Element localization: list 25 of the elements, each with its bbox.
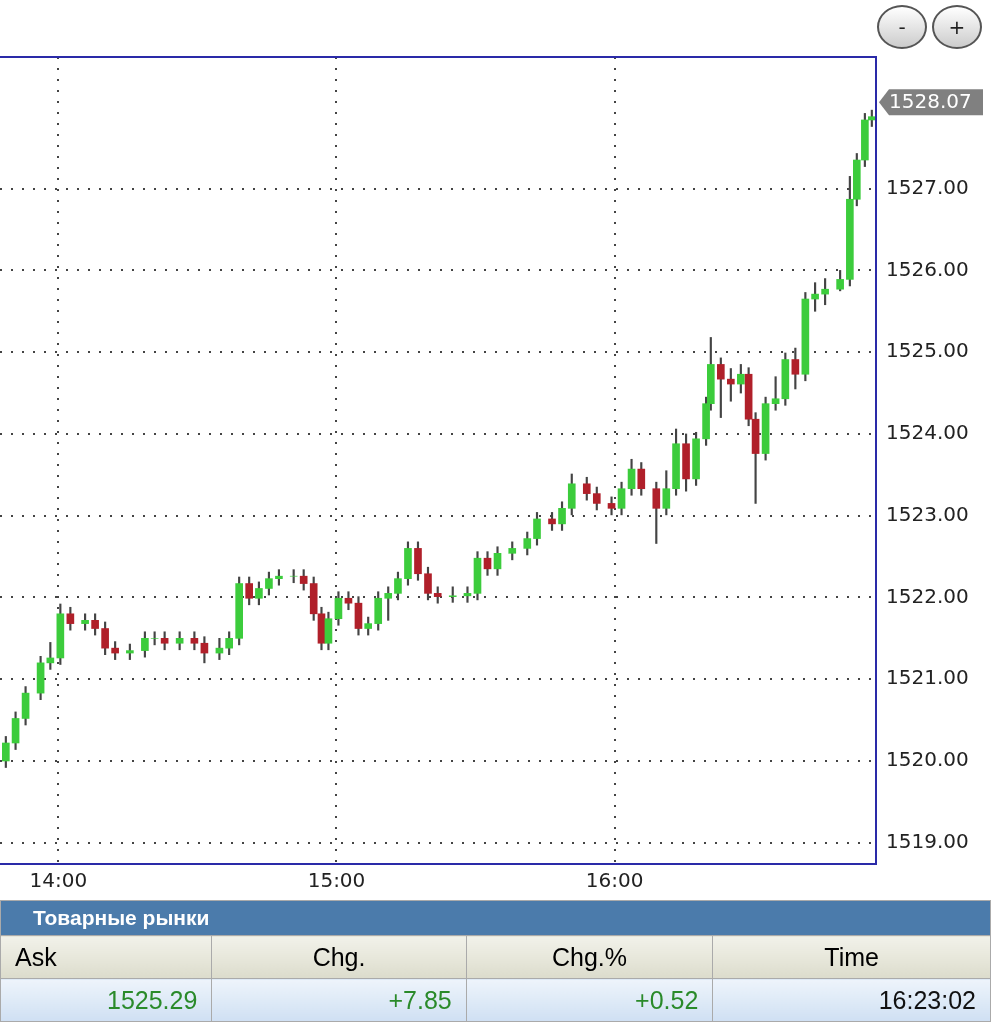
- x-tick-label: 15:00: [307, 868, 366, 893]
- y-tick-label: 1520.00: [886, 747, 969, 772]
- y-tick-label: 1522.00: [886, 583, 969, 608]
- text: Chg.%: [466, 935, 713, 979]
- text: +0.52: [466, 978, 713, 1022]
- y-tick-label: 1526.00: [886, 256, 969, 281]
- text: 16:23:02: [712, 978, 991, 1022]
- text: Товарные рынки: [0, 900, 991, 936]
- y-tick-label: 1523.00: [886, 501, 969, 526]
- text: 1528.07: [889, 89, 972, 114]
- text: 1525.29: [0, 978, 212, 1022]
- candlestick: [344, 591, 353, 611]
- x-tick-label: 14:00: [29, 868, 88, 893]
- text: Time: [712, 935, 991, 979]
- text: Chg.: [211, 935, 467, 979]
- y-tick-label: 1519.00: [886, 828, 969, 853]
- y-tick-label: 1521.00: [886, 665, 969, 690]
- text: Ask: [0, 935, 212, 979]
- y-tick-label: 1524.00: [886, 420, 969, 445]
- minus-button: -: [877, 5, 927, 49]
- text: +7.85: [211, 978, 467, 1022]
- plus-button: +: [932, 5, 982, 49]
- y-tick-label: 1525.00: [886, 338, 969, 363]
- y-tick-label: 1527.00: [886, 174, 969, 199]
- x-tick-label: 16:00: [585, 868, 644, 893]
